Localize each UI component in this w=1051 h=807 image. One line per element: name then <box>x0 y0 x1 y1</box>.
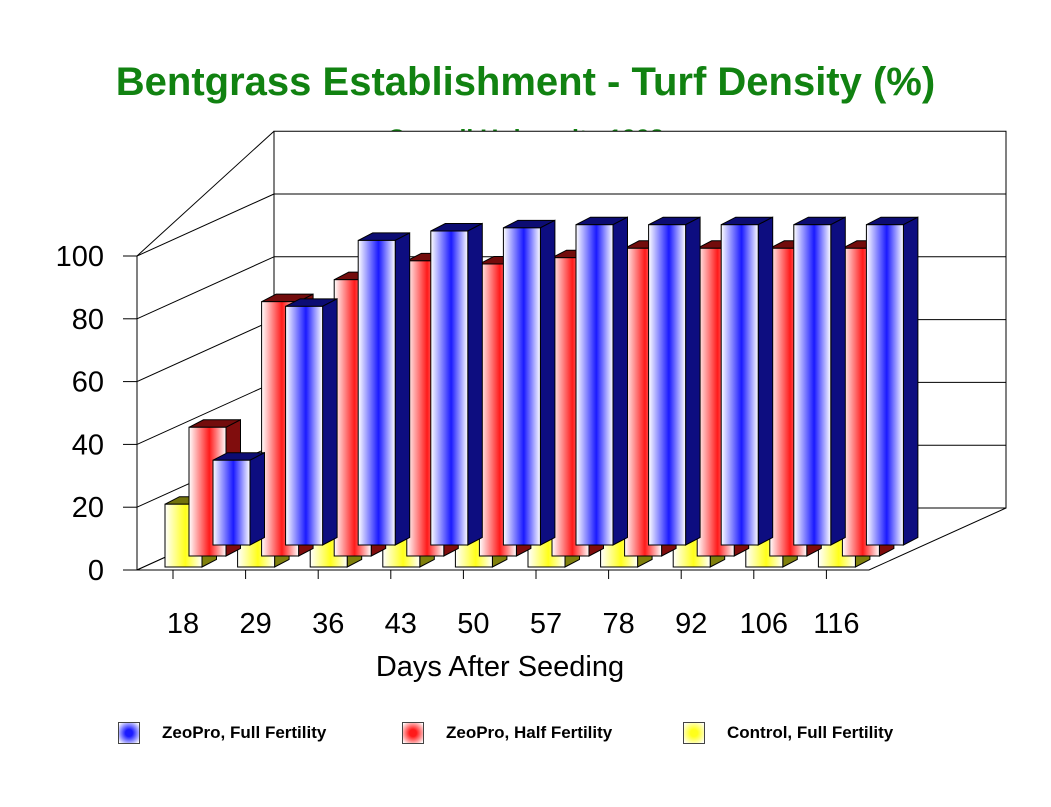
x-tick-label: 50 <box>457 608 489 640</box>
bar-side <box>830 216 846 546</box>
bar-front <box>502 227 541 546</box>
y-tick-label: 60 <box>72 367 104 399</box>
legend: ZeoPro, Full Fertility ZeoPro, Half Fert… <box>0 722 1051 752</box>
bar <box>285 298 338 546</box>
bar-side <box>322 298 338 546</box>
y-tick-label: 40 <box>72 429 104 461</box>
x-tick-label: 57 <box>530 608 562 640</box>
bar-front <box>648 224 687 546</box>
legend-label: ZeoPro, Full Fertility <box>162 723 327 742</box>
x-tick-label: 29 <box>239 608 271 640</box>
bar <box>357 232 411 546</box>
legend-swatch-yellow <box>683 722 705 744</box>
legend-item-series-3: Control, Full Fertility <box>683 722 893 744</box>
bar-front <box>285 305 324 546</box>
bar <box>212 451 265 546</box>
x-tick-label: 43 <box>385 608 417 640</box>
bar-front <box>865 224 904 546</box>
legend-label: ZeoPro, Half Fertility <box>446 723 613 742</box>
bar <box>865 216 919 546</box>
bar-side <box>685 216 701 546</box>
legend-label: Control, Full Fertility <box>727 723 894 742</box>
tick-labels: 0 20 40 60 80 100 18 29 36 43 50 57 78 92 106 116 <box>56 241 860 640</box>
x-axis-label: Days After Seeding <box>376 651 624 683</box>
bar-side <box>467 222 483 546</box>
bar-side <box>902 216 919 546</box>
legend-swatch-blue <box>118 722 140 744</box>
bar-front <box>430 230 469 546</box>
y-tick-label: 80 <box>72 304 104 336</box>
bar-front <box>793 224 832 546</box>
bar <box>720 216 774 546</box>
bar <box>430 222 483 546</box>
bar-side <box>612 216 628 546</box>
bar-front <box>212 459 251 546</box>
bar-front <box>575 224 614 546</box>
bar-front <box>720 224 759 546</box>
bar-side <box>539 219 556 546</box>
x-tick-label: 116 <box>813 608 859 640</box>
x-tick-label: 92 <box>675 608 707 640</box>
x-tick-label: 18 <box>167 608 199 640</box>
legend-item-series-2: ZeoPro, Half Fertility <box>402 722 612 744</box>
x-tick-label: 78 <box>602 608 634 640</box>
bar <box>648 216 701 546</box>
y-tick-label: 100 <box>56 241 104 273</box>
y-tick-label: 0 <box>88 555 104 587</box>
bar-side <box>394 232 411 546</box>
bar-side <box>249 451 265 546</box>
legend-item-series-1: ZeoPro, Full Fertility <box>118 722 326 744</box>
y-tick-label: 20 <box>72 492 104 524</box>
bar-front <box>357 239 396 546</box>
x-tick-label: 36 <box>312 608 344 640</box>
x-tick-label: 106 <box>740 608 788 640</box>
legend-swatch-red <box>402 722 424 744</box>
bar <box>502 219 556 546</box>
bar <box>575 216 628 546</box>
chart-title: Bentgrass Establishment - Turf Density (… <box>115 60 936 104</box>
bar-side <box>757 216 774 546</box>
bar <box>793 216 846 546</box>
bars <box>164 216 919 568</box>
